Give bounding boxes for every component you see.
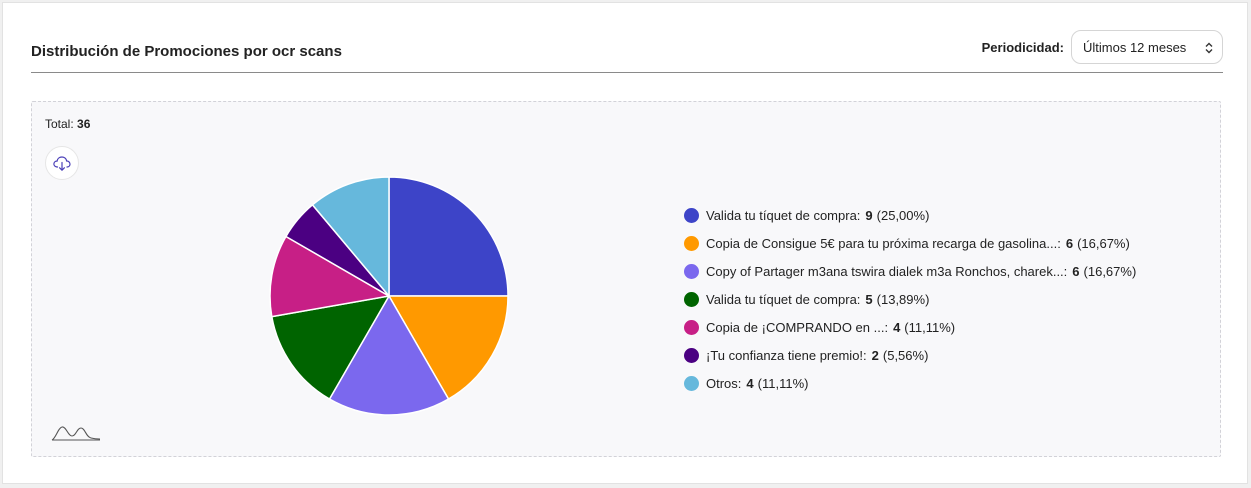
legend-label: Valida tu tíquet de compra: [706, 207, 861, 223]
legend-value: 5 [865, 291, 873, 307]
legend-value: 4 [893, 319, 901, 335]
legend-value: 6 [1065, 235, 1074, 251]
legend-color-dot [684, 291, 699, 307]
legend-percent: (13,89%) [876, 291, 930, 307]
up-down-arrows-icon [1205, 42, 1213, 54]
pie-slice-1[interactable] [388, 176, 509, 297]
pie-slice-2[interactable] [388, 295, 509, 400]
legend-item-3[interactable]: Copy of Partager m3ana tswira dialek m3a… [684, 257, 1136, 285]
pie-slice-7[interactable] [311, 176, 390, 297]
legend-percent: (11,11%) [757, 375, 809, 391]
periodicity-label: Periodicidad: [981, 39, 1064, 55]
legend-label: Otros: [706, 375, 742, 391]
pie-slice-5[interactable] [269, 235, 390, 318]
legend-item-2[interactable]: Copia de Consigue 5€ para tu próxima rec… [684, 229, 1136, 257]
legend-value: 6 [1072, 263, 1080, 279]
chart-legend: Valida tu tíquet de compra: 9 (25,00%) Copi… [684, 201, 1136, 397]
legend-value: 4 [746, 375, 754, 391]
total-value: 36 [77, 117, 91, 131]
legend-value: 9 [865, 207, 873, 223]
periodicity-control: Periodicidad: Últimos 12 meses [982, 30, 1223, 64]
legend-item-6[interactable]: ¡Tu confianza tiene premio!: 2 (5,56%) [684, 341, 1136, 369]
cloud-download-icon [53, 156, 71, 171]
legend-percent: (16,67%) [1077, 235, 1130, 251]
card-header: Distribución de Promociones por ocr scan… [31, 3, 1223, 73]
legend-value: 2 [871, 347, 879, 363]
legend-label: ¡Tu confianza tiene premio!: [706, 347, 867, 363]
legend-color-dot [684, 235, 699, 251]
chart-type-icon [51, 426, 101, 441]
legend-color-dot [684, 347, 699, 363]
pie-chart [269, 176, 509, 416]
legend-color-dot [684, 319, 699, 335]
legend-label: Copia de Consigue 5€ para tu próxima rec… [706, 235, 1061, 251]
legend-item-4[interactable]: Valida tu tíquet de compra: 5 (13,89%) [684, 285, 1136, 313]
legend-percent: (5,56%) [882, 347, 929, 363]
legend-item-1[interactable]: Valida tu tíquet de compra: 9 (25,00%) [684, 201, 1136, 229]
chart-panel: Total: 36 Valida tu tíquet de compra: 9 (2… [31, 101, 1221, 457]
legend-color-dot [684, 207, 699, 223]
periodicity-value: Últimos 12 meses [1083, 39, 1187, 55]
legend-color-dot [684, 375, 699, 391]
legend-label: Valida tu tíquet de compra: [706, 291, 861, 307]
legend-percent: (25,00%) [876, 207, 930, 223]
pie-slice-4[interactable] [271, 295, 390, 400]
legend-percent: (16,67%) [1083, 263, 1137, 279]
legend-item-7[interactable]: Otros: 4 (11,11%) [684, 369, 1136, 397]
download-button[interactable] [45, 146, 79, 180]
pie-slice-3[interactable] [328, 295, 450, 416]
legend-color-dot [684, 263, 699, 279]
total-count: Total: 36 [45, 117, 90, 131]
legend-item-5[interactable]: Copia de ¡COMPRANDO en ...: 4 (11,11%) [684, 313, 1136, 341]
legend-label: Copia de ¡COMPRANDO en ...: [706, 319, 889, 335]
chart-title: Distribución de Promociones por ocr scan… [31, 43, 342, 60]
legend-label: Copy of Partager m3ana tswira dialek m3a… [706, 263, 1068, 279]
total-label: Total: [45, 117, 74, 131]
legend-percent: (11,11%) [904, 319, 956, 335]
periodicity-select[interactable]: Últimos 12 meses [1071, 30, 1223, 64]
